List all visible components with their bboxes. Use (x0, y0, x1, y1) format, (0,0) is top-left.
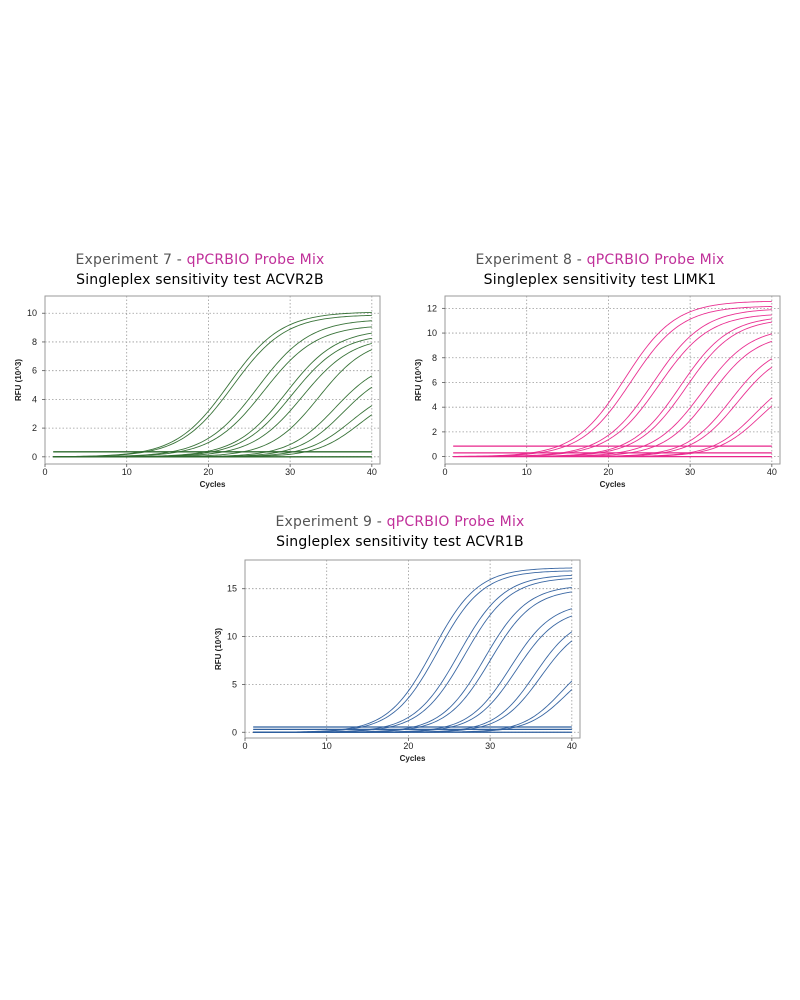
plot-area (444, 295, 781, 465)
x-tick-label: 0 (442, 467, 447, 477)
x-tick-label: 10 (522, 467, 532, 477)
x-tick-label: 30 (485, 741, 495, 751)
x-tick-label: 10 (322, 741, 332, 751)
chart-exp9: 0 10 20 30 40 0 5 10 15 Cycles RFU (10^3) (214, 559, 581, 763)
chart-subtitle: Singleplex sensitivity test ACVR1B (276, 534, 524, 550)
chart-panel-exp9: Experiment 9 - qPCRBIO Probe Mix Singlep… (210, 512, 590, 763)
y-axis-label: RFU (10^3) (214, 628, 223, 670)
amplification-curve (453, 306, 772, 457)
chart-title-mix: qPCRBIO Probe Mix (386, 514, 525, 530)
y-tick-label: 0 (432, 452, 437, 462)
x-tick-label: 40 (567, 741, 577, 751)
x-tick-label: 20 (603, 467, 613, 477)
chart-subtitle: Singleplex sensitivity test ACVR2B (76, 272, 324, 288)
y-tick-label: 6 (432, 377, 437, 387)
y-tick-label: 10 (227, 632, 237, 642)
y-tick-label: 2 (432, 427, 437, 437)
amplification-curve (53, 414, 373, 458)
y-tick-label: 10 (427, 328, 437, 338)
y-tick-label: 15 (227, 584, 237, 594)
y-tick-label: 6 (32, 366, 37, 376)
x-tick-label: 0 (42, 467, 47, 477)
plot-area (44, 295, 381, 465)
y-tick-label: 12 (427, 303, 437, 313)
y-tick-label: 4 (432, 402, 437, 412)
chart-exp8: 0 10 20 30 40 0 2 4 6 8 10 12 Cycles RFU (10^3) (414, 295, 781, 489)
x-axis-label: Cycles (200, 480, 226, 489)
x-tick-label: 30 (685, 467, 695, 477)
chart-title: Experiment 7 - qPCRBIO Probe Mix (10, 250, 390, 270)
x-tick-label: 20 (403, 741, 413, 751)
y-axis-label: RFU (10^3) (414, 359, 423, 401)
y-tick-label: 0 (32, 452, 37, 462)
chart-panel-exp8: Experiment 8 - qPCRBIO Probe Mix Singlep… (410, 250, 790, 490)
amplification-curve (453, 405, 773, 458)
plot-area (244, 559, 581, 739)
x-tick-label: 40 (367, 467, 377, 477)
y-tick-label: 4 (32, 394, 37, 404)
y-tick-label: 2 (32, 423, 37, 433)
amplification-curve (253, 689, 573, 733)
chart-title-mix: qPCRBIO Probe Mix (586, 252, 725, 268)
y-axis-label: RFU (10^3) (14, 359, 23, 401)
chart-panel-exp7: Experiment 7 - qPCRBIO Probe Mix Singlep… (10, 250, 390, 490)
amplification-curve (53, 314, 372, 458)
x-axis-label: Cycles (600, 480, 626, 489)
x-tick-label: 20 (203, 467, 213, 477)
chart-title-prefix: Experiment 9 - (275, 514, 387, 530)
y-tick-label: 0 (232, 727, 237, 737)
chart-title-mix: qPCRBIO Probe Mix (186, 252, 325, 268)
chart-title: Experiment 9 - qPCRBIO Probe Mix (210, 512, 590, 532)
chart-title-prefix: Experiment 7 - (75, 252, 187, 268)
x-axis-label: Cycles (400, 754, 426, 763)
y-tick-label: 8 (432, 353, 437, 363)
chart-exp7: 0 10 20 30 40 0 2 4 6 8 10 Cycles RFU (10^3) (14, 295, 381, 489)
x-tick-label: 0 (242, 741, 247, 751)
y-tick-label: 8 (32, 337, 37, 347)
y-tick-label: 5 (232, 679, 237, 689)
chart-subtitle: Singleplex sensitivity test LIMK1 (483, 272, 717, 288)
x-tick-label: 40 (767, 467, 777, 477)
chart-title: Experiment 8 - qPCRBIO Probe Mix (410, 250, 790, 270)
x-tick-label: 30 (285, 467, 295, 477)
y-tick-label: 10 (27, 308, 37, 318)
chart-title-prefix: Experiment 8 - (475, 252, 587, 268)
x-tick-label: 10 (122, 467, 132, 477)
